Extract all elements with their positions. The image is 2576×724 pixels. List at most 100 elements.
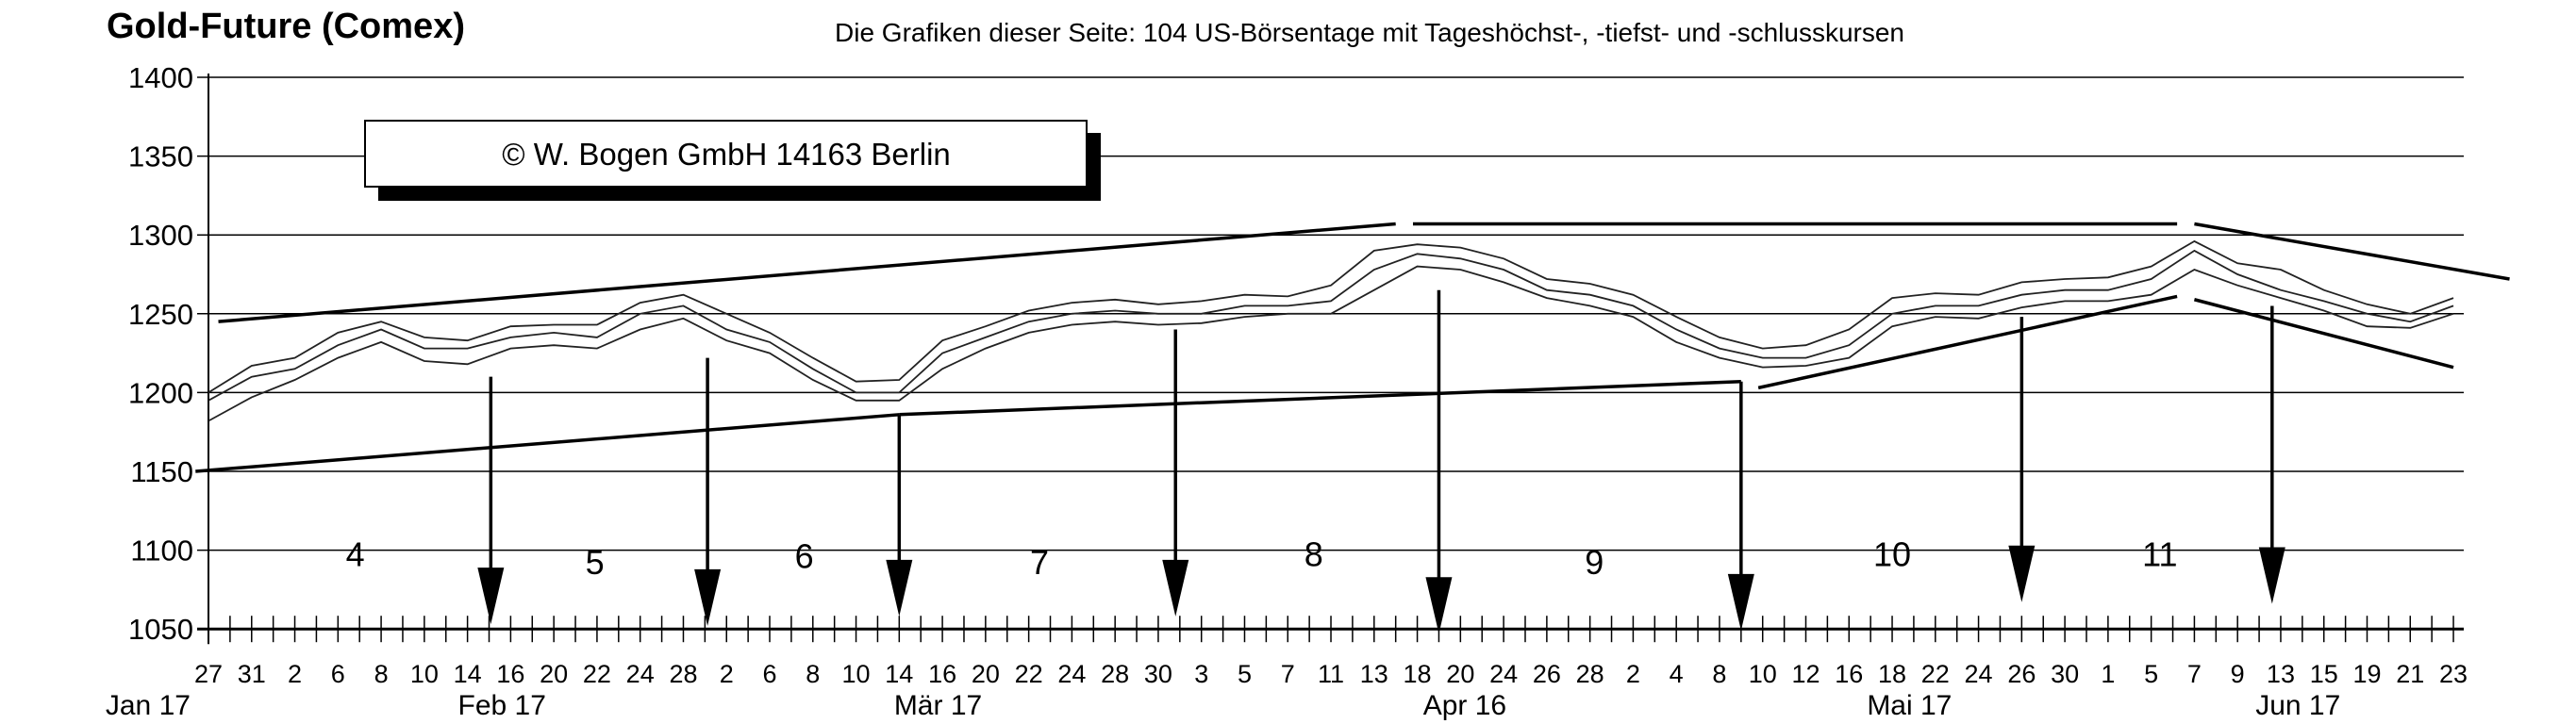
x-tick-label: 24 [1057,660,1086,688]
month-label: Apr 16 [1423,690,1506,721]
y-tick-label: 1300 [128,219,193,252]
month-label: Jun 17 [2255,690,2340,721]
x-tick-label: 10 [410,660,439,688]
x-tick-label: 20 [540,660,568,688]
x-tick-label: 10 [842,660,871,688]
x-tick-label: 16 [496,660,524,688]
x-tick-label: 26 [2007,660,2036,688]
x-tick-label: 13 [2267,660,2295,688]
x-tick-label: 8 [1712,660,1726,688]
arrow-down-icon [1727,573,1754,631]
x-tick-label: 14 [454,660,482,688]
y-tick-label: 1050 [128,613,193,646]
x-tick-label: 4 [1670,660,1684,688]
x-tick-label: 7 [2187,660,2202,688]
x-tick-label: 30 [1144,660,1172,688]
period-label: 10 [1873,535,1911,574]
x-tick-label: 19 [2352,660,2381,688]
period-label: 6 [795,536,814,575]
trendline [195,413,900,473]
x-tick-label: 5 [1238,660,1252,688]
x-tick-label: 24 [626,660,655,688]
copyright-box: © W. Bogen GmbH 14163 Berlin [364,120,1101,201]
period-label: 4 [346,535,365,574]
x-tick-label: 8 [806,660,820,688]
copyright-text: © W. Bogen GmbH 14163 Berlin [502,137,951,172]
trendline [2194,222,2510,281]
x-tick-label: 28 [1101,660,1129,688]
series-low-line [208,265,2454,422]
arrow-down-icon [694,568,722,626]
x-tick-label: 31 [238,660,266,688]
trendline [1757,294,2178,390]
period-label: 8 [1305,535,1323,574]
period-labels: 4 5 6 7 8 9 10 11 [346,535,2178,582]
x-axis: 27 31 2 6 8 10 14 16 20 22 24 28 2 6 8 10 14 16 20 22 24 28 30… [106,616,2468,721]
trendline [899,379,1741,417]
chart-title: Gold-Future (Comex) [107,7,465,46]
x-tick-label: 11 [1318,660,1344,688]
month-label: Feb 17 [458,690,546,721]
x-tick-label: 12 [1791,660,1820,688]
x-tick-label: 2 [720,660,734,688]
x-tick-label: 20 [972,660,1000,688]
x-tick-label: 18 [1878,660,1906,688]
x-tick-label: 2 [288,660,302,688]
x-tick-label: 6 [762,660,776,688]
period-label: 7 [1030,543,1049,582]
x-tick-label: 28 [1576,660,1604,688]
x-tick-label: 6 [331,660,345,688]
y-tick-label: 1100 [130,535,193,568]
x-tick-label: 28 [669,660,697,688]
arrow-down-icon [1425,577,1453,634]
series-close-line [208,249,2454,402]
x-tick-label: 5 [2144,660,2158,688]
x-tick-label: 13 [1360,660,1388,688]
arrow-down-icon [2258,547,2285,604]
period-label: 11 [2142,535,2177,574]
month-label: Mär 17 [894,690,982,721]
copyright-frame [364,120,1088,188]
x-tick-label: 18 [1404,660,1432,688]
x-tick-label: 15 [2310,660,2338,688]
y-tick-label: 1350 [128,140,193,173]
arrow-down-icon [477,568,505,625]
x-tick-label: 26 [1533,660,1561,688]
y-tick-label: 1400 [128,61,193,94]
x-tick-label: 21 [2396,660,2424,688]
x-tick-label: 8 [374,660,389,688]
trendline [218,222,1396,323]
chart-subtitle: Die Grafiken dieser Seite: 104 US-Börsen… [835,18,1904,47]
x-tick-label: 14 [885,660,913,688]
x-tick-label: 20 [1446,660,1474,688]
x-tick-label: 27 [194,660,223,688]
x-tick-label: 16 [928,660,956,688]
price-series [208,239,2454,422]
x-tick-label: 24 [1489,660,1518,688]
x-tick-label: 9 [2231,660,2245,688]
x-tick-label: 24 [1965,660,1993,688]
trendlines [195,222,2510,473]
y-axis-ticks: 1400 1350 1300 1250 1200 1150 1100 1050 [128,61,193,646]
arrows [477,289,2285,634]
x-tick-label: 1 [2101,660,2115,688]
x-tick-label: 22 [583,660,611,688]
x-tick-label: 3 [1194,660,1208,688]
month-label: Jan 17 [106,690,191,721]
arrow-down-icon [886,559,913,617]
x-tick-label: 16 [1835,660,1863,688]
arrow-down-icon [1162,559,1189,617]
arrow-down-icon [2008,545,2036,602]
series-high-line [208,239,2454,394]
x-tick-label: 2 [1626,660,1640,688]
x-tick-label: 22 [1921,660,1950,688]
x-tick-label: 30 [2051,660,2079,688]
x-tick-label: 7 [1281,660,1295,688]
period-label: 9 [1585,543,1604,582]
x-tick-label: 23 [2439,660,2468,688]
y-tick-label: 1150 [130,455,193,488]
x-tick-label: 22 [1015,660,1043,688]
period-label: 5 [586,543,605,582]
month-label: Mai 17 [1867,690,1952,721]
